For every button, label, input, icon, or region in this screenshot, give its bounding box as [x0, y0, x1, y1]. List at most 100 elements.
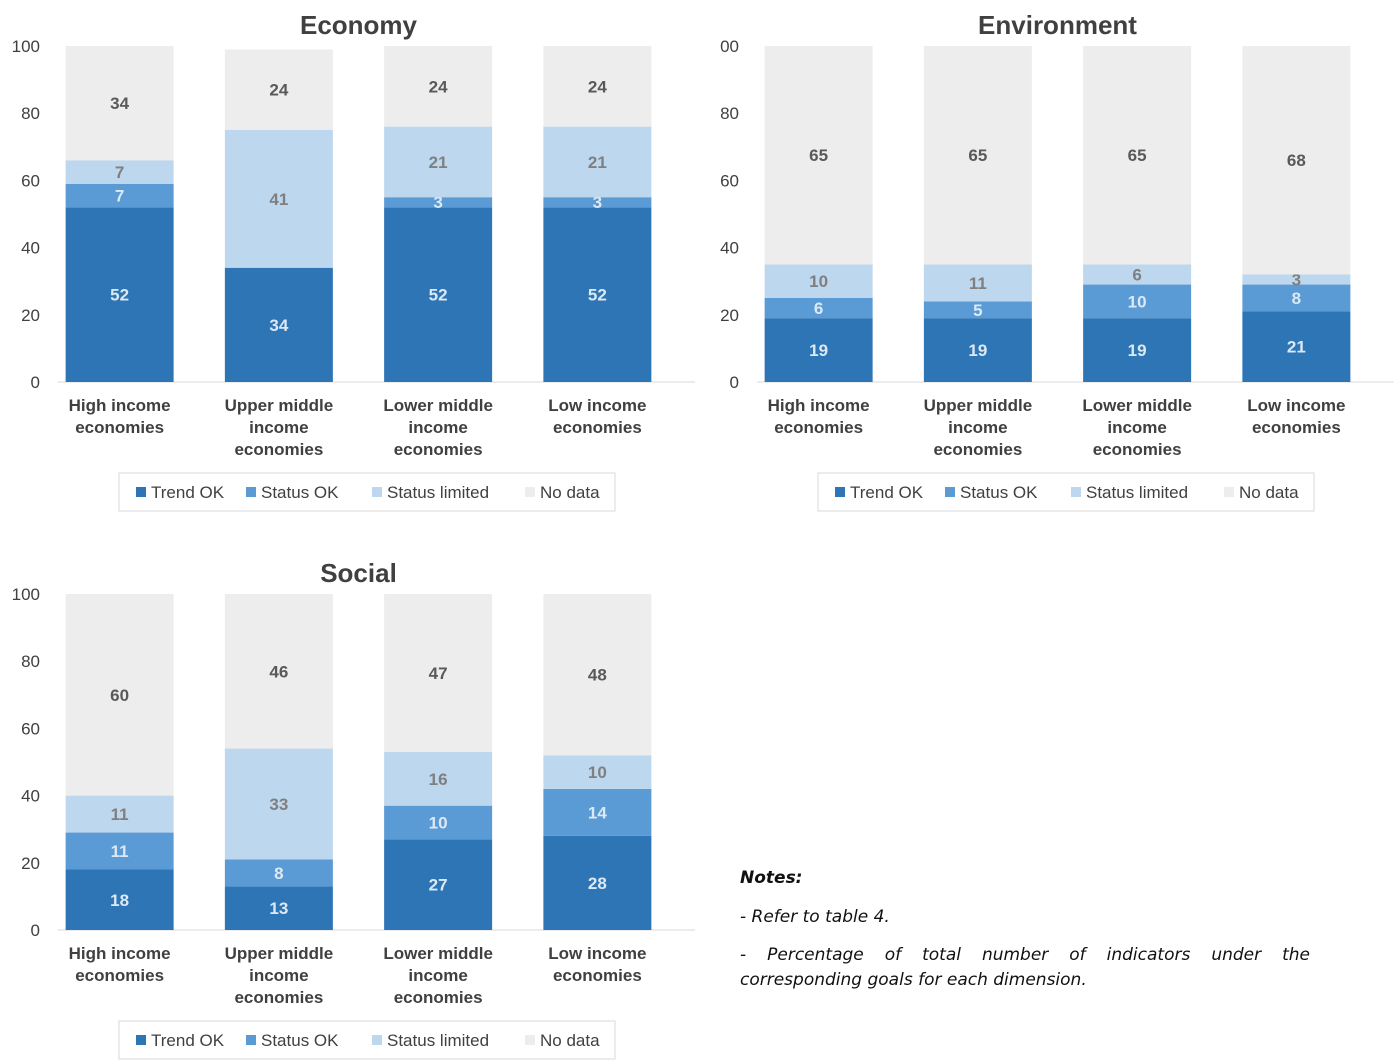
legend-label-status-ok: Status OK [261, 483, 339, 502]
data-label: 8 [1292, 289, 1301, 308]
notes-block: Notes: - Refer to table 4. - Percentage … [740, 866, 1310, 1007]
category-label: Lower middle income economies [383, 944, 493, 1007]
category-label: Upper middle income economies [924, 396, 1033, 459]
y-tick-label: 20 [21, 306, 40, 325]
legend-label-status-limited: Status limited [387, 1031, 489, 1050]
y-tick-label: 40 [21, 787, 40, 806]
data-label: 68 [1287, 151, 1306, 170]
legend: Trend OK Status OK Status limited No data [118, 472, 616, 512]
category-label: Low income economies [548, 944, 646, 985]
chart-social: Social 0 20 40 60 80 100 18 11 11 60 High income eco… [0, 548, 699, 1060]
bar-segment-status-limited [384, 126, 493, 198]
economy-chart-svg: Economy 0 20 40 60 80 100 52 7 7 34 High income econ… [12, 10, 695, 512]
data-label: 7 [115, 163, 124, 182]
data-label: 10 [588, 763, 607, 782]
bar-segment-trend-ok [224, 886, 333, 930]
category-label: High income economies [69, 944, 171, 985]
y-tick-label: 100 [12, 585, 40, 604]
category-label: High income economies [768, 396, 870, 437]
bar-segment-status-ok [1083, 284, 1192, 319]
data-label: 10 [1128, 292, 1147, 311]
data-label: 10 [809, 272, 828, 291]
bar-segment-no-data [1083, 46, 1192, 265]
legend-swatch-status-limited [372, 487, 382, 497]
data-label: 6 [1132, 265, 1141, 284]
bar-segment-trend-ok [1083, 318, 1192, 382]
data-label: 47 [429, 664, 448, 683]
bar-segment-status-ok [65, 832, 174, 870]
data-label: 11 [969, 274, 987, 293]
data-label: 65 [1128, 146, 1147, 165]
data-label: 33 [269, 795, 288, 814]
bar-segment-status-ok [764, 298, 873, 319]
data-label: 11 [111, 805, 129, 824]
y-tick-label: 40 [720, 239, 739, 258]
y-tick-label: 0 [31, 921, 40, 940]
bar-segment-status-ok [543, 788, 652, 836]
legend-swatch-status-limited [372, 1035, 382, 1045]
data-label: 46 [269, 662, 288, 681]
legend-label-trend-ok: Trend OK [850, 483, 924, 502]
data-label: 41 [269, 190, 288, 209]
data-label: 24 [588, 77, 607, 96]
data-label: 27 [429, 876, 448, 895]
data-label: 16 [429, 770, 448, 789]
legend-label-trend-ok: Trend OK [151, 483, 225, 502]
bar-segment-no-data [65, 594, 174, 796]
bar-segment-trend-ok [1242, 311, 1351, 382]
bar-segment-no-data [65, 46, 174, 161]
bar-segment-status-ok [1242, 284, 1351, 312]
bar-segment-trend-ok [923, 318, 1032, 382]
y-tick-label: 20 [21, 854, 40, 873]
bar-segment-status-limited [543, 755, 652, 789]
data-label: 52 [588, 286, 607, 305]
legend-label-status-ok: Status OK [960, 483, 1038, 502]
legend-swatch-no-data [525, 487, 535, 497]
bar-segment-status-limited [384, 751, 493, 806]
data-label: 60 [110, 686, 129, 705]
y-tick-label: 40 [21, 239, 40, 258]
y-tick-label: 00 [720, 37, 739, 56]
legend-swatch-trend-ok [835, 487, 845, 497]
legend-label-trend-ok: Trend OK [151, 1031, 225, 1050]
y-tick-label: 0 [730, 373, 739, 392]
bar-segment-trend-ok [65, 869, 174, 930]
bar-segment-trend-ok [384, 839, 493, 930]
legend-swatch-status-limited [1071, 487, 1081, 497]
bar-segment-no-data [224, 49, 333, 130]
bar-segment-no-data [764, 46, 873, 265]
note-item: - Percentage of total number of indicato… [740, 945, 1310, 990]
legend-label-no-data: No data [540, 483, 600, 502]
note-item: - Refer to table 4. [740, 906, 890, 927]
bar-segment-status-limited [65, 160, 174, 184]
bar-segment-trend-ok [224, 267, 333, 382]
data-label: 24 [429, 77, 448, 96]
bar-segment-status-limited [764, 264, 873, 298]
data-label: 14 [588, 803, 607, 822]
legend: Trend OK Status OK Status limited No data [118, 1020, 616, 1060]
y-tick-label: 100 [12, 37, 40, 56]
y-tick-label: 60 [720, 171, 739, 190]
y-tick-label: 80 [21, 652, 40, 671]
bar-segment-no-data [384, 46, 493, 127]
category-label: Upper middle income economies [225, 396, 334, 459]
data-label: 65 [809, 146, 828, 165]
category-label: Lower middle income economies [383, 396, 493, 459]
bar-segment-trend-ok [764, 318, 873, 382]
bar-segment-status-limited [543, 126, 652, 198]
data-label: 13 [269, 899, 288, 918]
bar-segment-status-ok [543, 197, 652, 208]
y-tick-label: 0 [31, 373, 40, 392]
bar-segment-status-limited [923, 264, 1032, 302]
y-tick-label: 80 [720, 104, 739, 123]
data-label: 19 [809, 341, 828, 360]
legend-label-no-data: No data [1239, 483, 1299, 502]
category-label: Upper middle income economies [225, 944, 334, 1007]
legend-swatch-status-ok [246, 487, 256, 497]
legend: Trend OK Status OK Status limited No data [817, 472, 1315, 512]
data-label: 21 [588, 153, 607, 172]
data-label: 21 [429, 153, 448, 172]
bar-segment-status-ok [65, 183, 174, 208]
bar-segment-status-ok [224, 859, 333, 887]
